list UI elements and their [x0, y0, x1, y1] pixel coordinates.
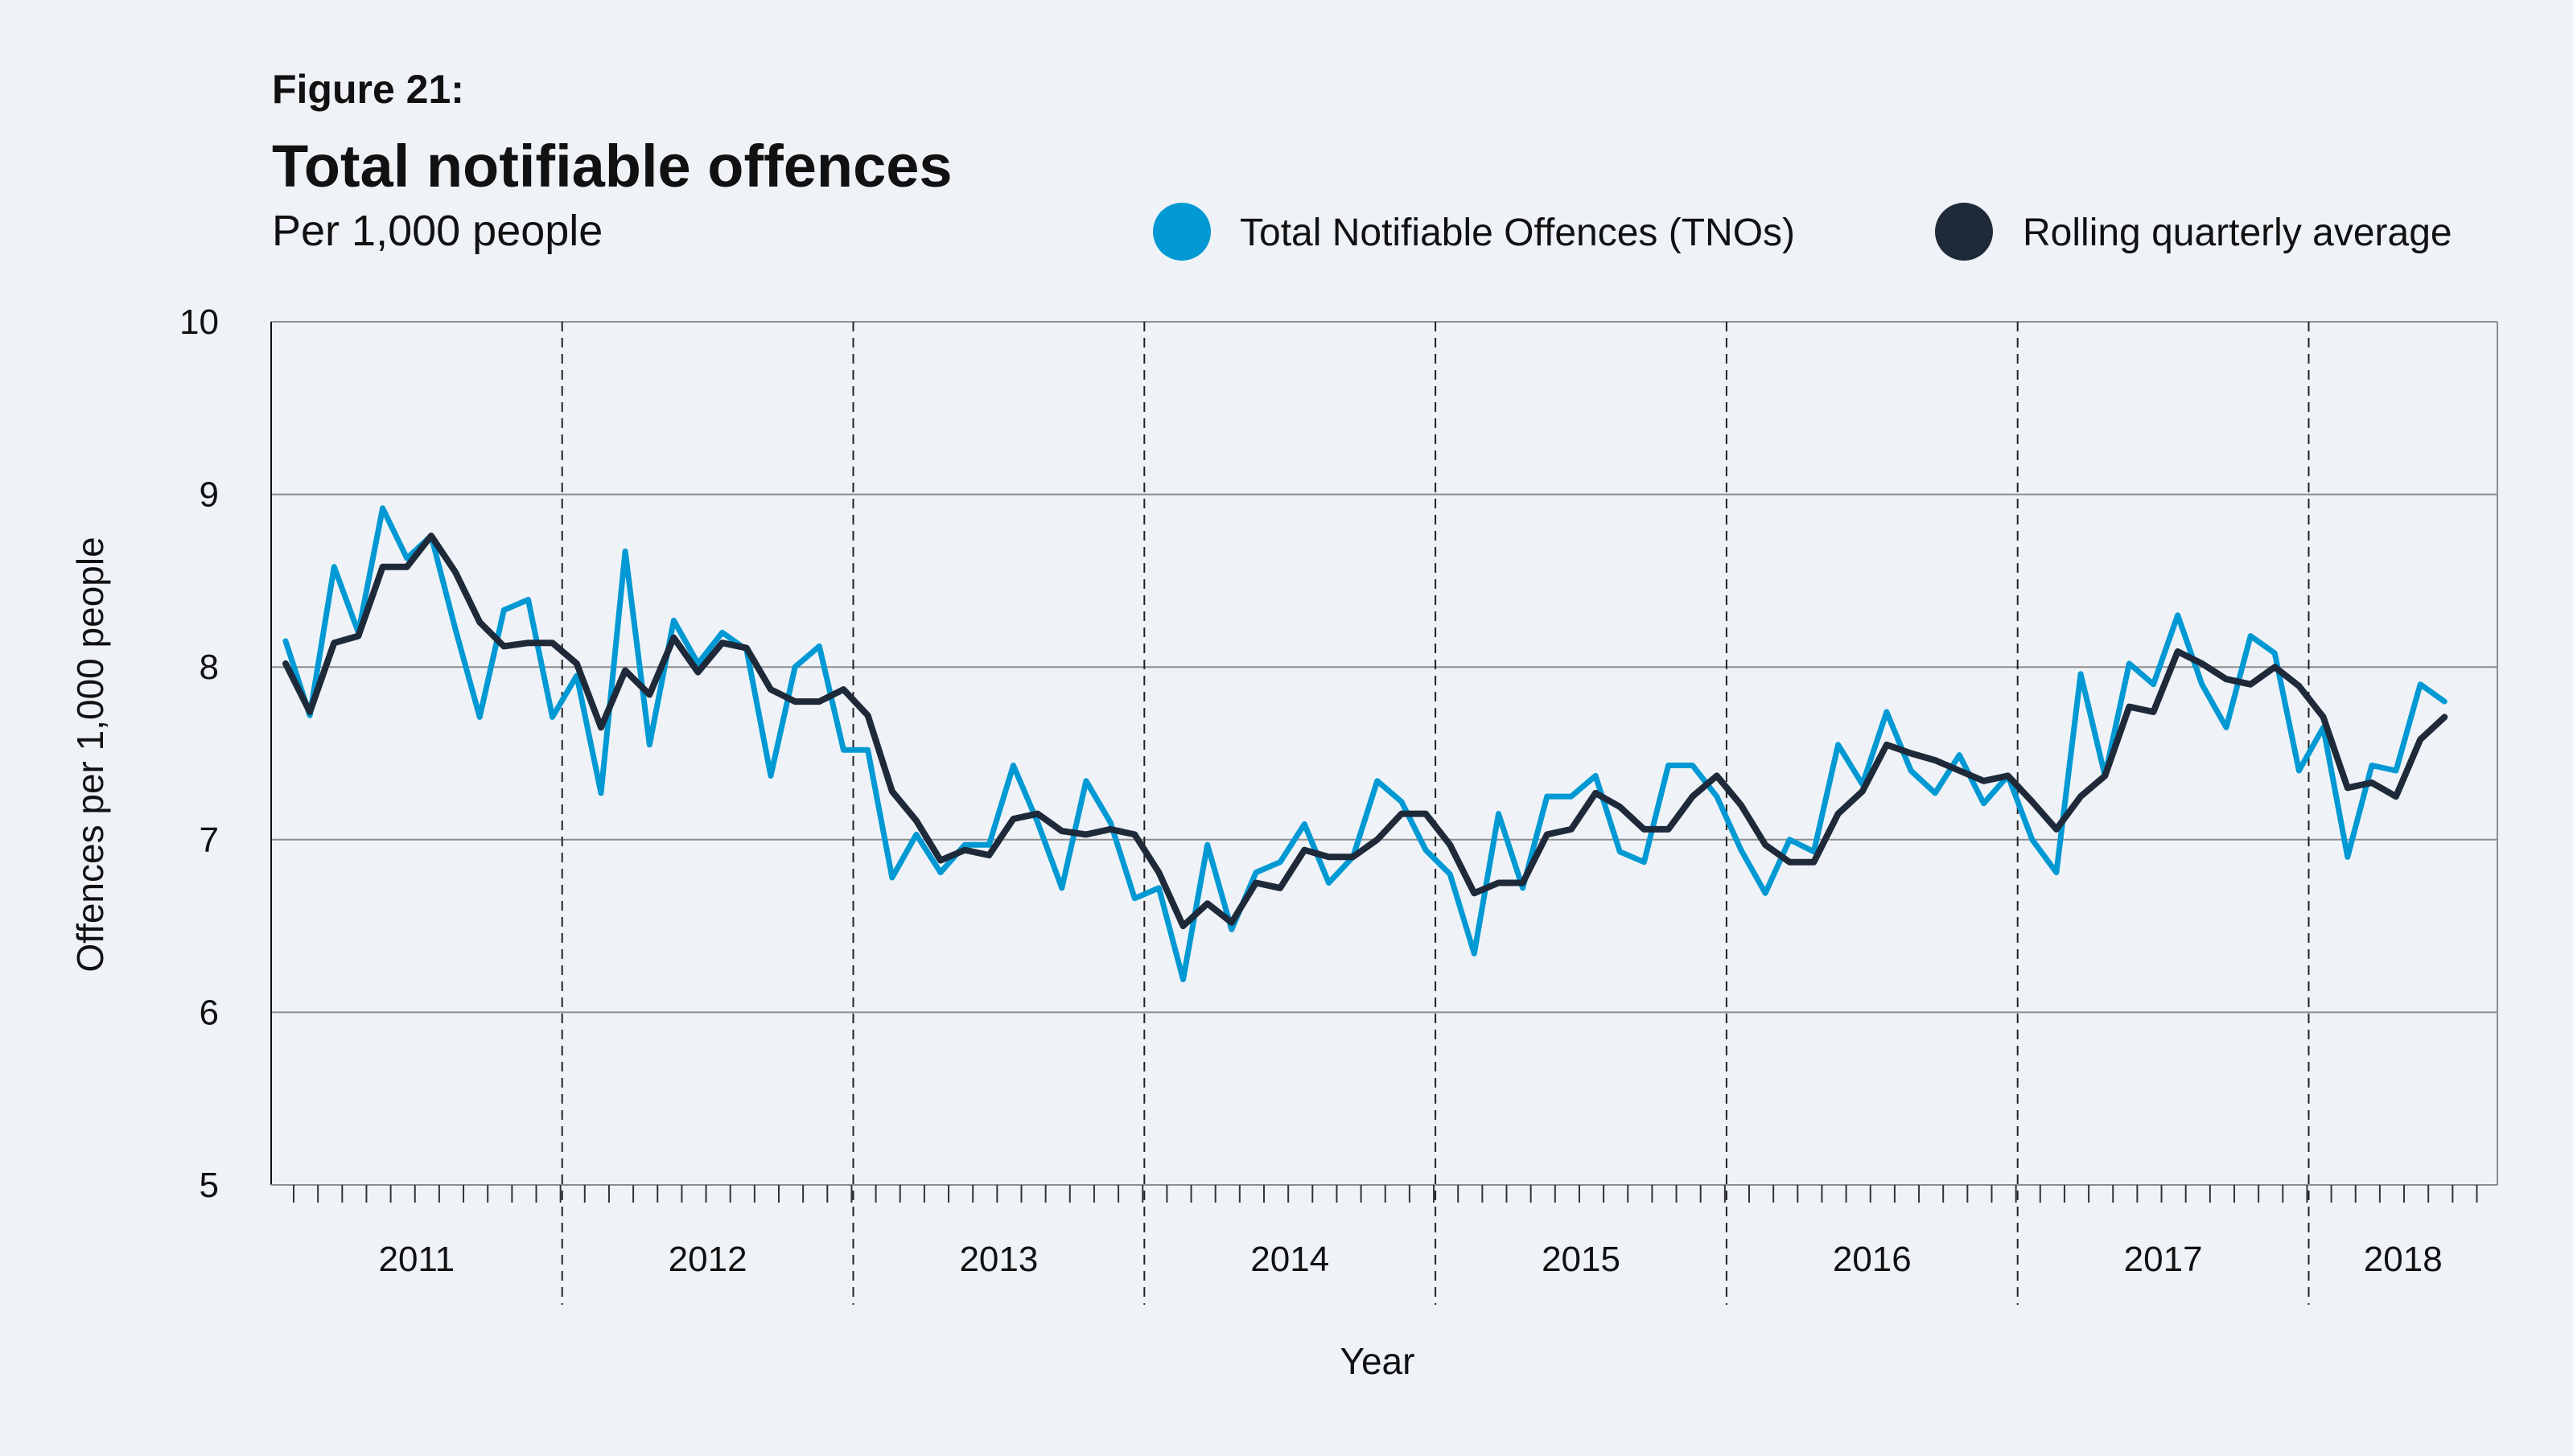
- series-lines: [282, 505, 2448, 983]
- y-tick-label: 6: [200, 993, 219, 1032]
- series-line-rolling-average: [282, 533, 2448, 930]
- chart-title: Total notifiable offences: [272, 133, 953, 199]
- figure-label: Figure 21:: [272, 67, 464, 112]
- y-tick-label: 9: [200, 475, 219, 515]
- x-tick-label: 2013: [959, 1240, 1038, 1279]
- legend-swatch-tnos: [1153, 203, 1211, 261]
- legend-label-rolling-average: Rolling quarterly average: [2023, 212, 2452, 254]
- legend-label-tnos: Total Notifiable Offences (TNOs): [1240, 212, 1795, 254]
- x-axis-label: Year: [1340, 1340, 1415, 1382]
- x-tick-label: 2016: [1833, 1240, 1912, 1279]
- y-tick-label: 10: [179, 302, 219, 342]
- x-tick-label: 2015: [1542, 1240, 1620, 1279]
- series-line-tnos: [282, 505, 2447, 983]
- x-tick-label: 2014: [1250, 1240, 1329, 1279]
- x-tick-label: 2017: [2124, 1240, 2203, 1279]
- x-tick-label: 2018: [2364, 1240, 2443, 1279]
- x-axis: 2011 2012 2013 2014 2015 2016 2017 2018: [293, 322, 2478, 1305]
- x-tick-label: 2011: [378, 1240, 455, 1279]
- legend: Total Notifiable Offences (TNOs) Rolling…: [1153, 203, 2452, 261]
- y-tick-label: 5: [200, 1166, 219, 1205]
- x-tick-label: 2012: [669, 1240, 747, 1279]
- y-axis-ticks: 5 6 7 8 9 10: [179, 302, 219, 1205]
- y-tick-label: 7: [200, 821, 219, 860]
- y-tick-label: 8: [200, 648, 219, 687]
- y-axis-label: Offences per 1,000 people: [69, 537, 111, 972]
- legend-swatch-rolling-average: [1935, 203, 1993, 261]
- chart-subtitle: Per 1,000 people: [272, 207, 603, 255]
